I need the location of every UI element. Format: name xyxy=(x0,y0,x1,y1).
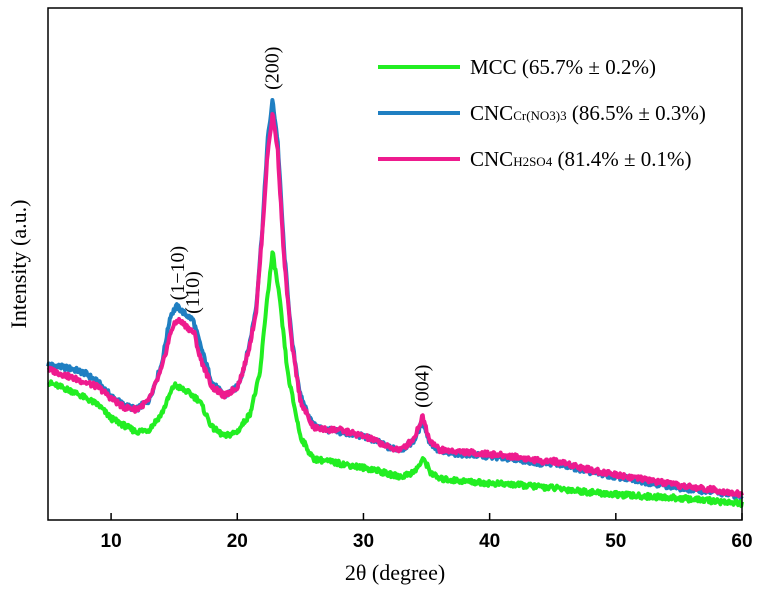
legend: MCC (65.7% ± 0.2%) CNCCr(NO3)3 (86.5% ± 0… xyxy=(378,55,706,171)
legend-label-mcc: MCC (65.7% ± 0.2%) xyxy=(470,55,656,79)
y-axis-label: Intensity (a.u.) xyxy=(6,200,31,329)
x-tick-label: 10 xyxy=(101,531,122,552)
peak-label: (004) xyxy=(412,365,434,408)
plot-frame xyxy=(47,7,743,521)
series-line-mcc xyxy=(46,250,744,509)
peak-annotations: (200) (1−10)(110) (004) xyxy=(167,47,434,408)
peak-label: (1−10) xyxy=(167,246,189,301)
legend-label-cnc_cr: CNCCr(NO3)3 (86.5% ± 0.3%) xyxy=(470,101,706,125)
legend-label-cnc_h2so4: CNCH2SO4 (81.4% ± 0.1%) xyxy=(470,147,691,171)
series-layer xyxy=(46,97,744,509)
peak-label: (110) xyxy=(182,271,204,314)
x-axis-label: 2θ (degree) xyxy=(345,560,445,585)
x-tick-label: 60 xyxy=(731,531,752,552)
x-tick-label: 30 xyxy=(353,531,374,552)
x-tick-label: 50 xyxy=(605,531,626,552)
x-axis: 10 20 30 40 50 60 xyxy=(101,513,753,552)
x-tick-label: 20 xyxy=(227,531,248,552)
x-tick-label: 40 xyxy=(479,531,500,552)
series-line-cnc_h2so4 xyxy=(46,111,744,499)
peak-label: (200) xyxy=(262,47,284,90)
